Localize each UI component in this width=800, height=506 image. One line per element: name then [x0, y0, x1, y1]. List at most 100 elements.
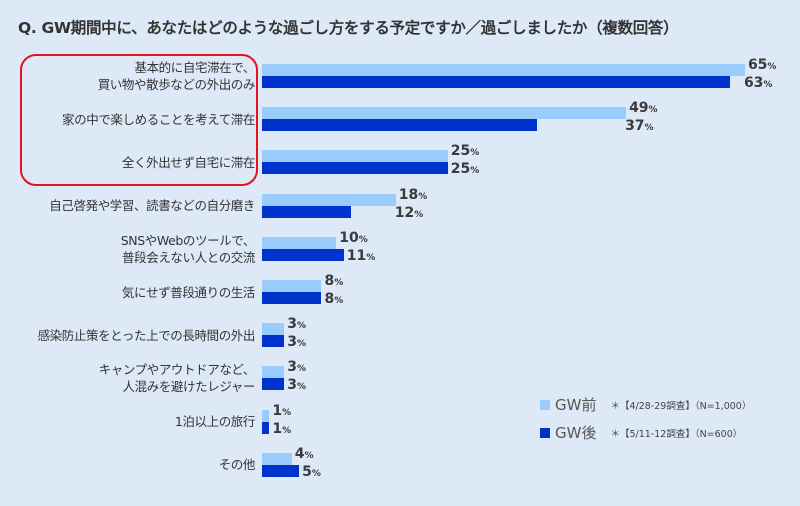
value-label-before: 18% [399, 188, 428, 204]
value-label-before: 3% [287, 317, 306, 333]
percent-sign: % [648, 105, 658, 116]
value-label-before: 25% [451, 144, 480, 160]
value-number: 3 [287, 334, 298, 351]
bar-after [262, 378, 285, 391]
value-number: 3 [287, 359, 298, 376]
bar-after [262, 248, 344, 261]
value-number: 3 [287, 377, 298, 394]
bar-after [262, 162, 448, 175]
bar-after [262, 205, 352, 218]
chart-row: キャンプやアウトドアなど、 人混みを避けたレジャー 3% 3% [0, 360, 800, 409]
value-number: 8 [324, 273, 335, 289]
percent-sign: % [334, 278, 344, 288]
value-number: 1 [272, 402, 283, 419]
value-label-before: 10% [339, 231, 368, 247]
legend-note-before: ＊【4/28-29調査】（N=1,000） [610, 400, 752, 412]
bar-before [262, 64, 745, 76]
legend-item-after: GW後 ＊【5/11-12調査】（N=600） [540, 422, 742, 443]
category-label: その他 [5, 456, 256, 473]
value-label-after: 3% [287, 378, 306, 394]
bar-after [262, 76, 731, 88]
percent-sign: % [282, 407, 292, 418]
category-label: 感染防止策をとった上での長時間の外出 [5, 327, 256, 344]
chart-row: 1泊以上の旅行 1% 1% [0, 404, 800, 453]
legend-swatch-after [540, 427, 550, 438]
legend-item-before: GW前 ＊【4/28-29調査】（N=1,000） [540, 394, 751, 415]
chart-row: 気にせず普段通りの生活 8% 8% [0, 274, 800, 323]
category-label: 全く外出せず自宅に滞在 [5, 154, 256, 171]
category-label-line: 1泊以上の旅行 [174, 414, 256, 430]
percent-sign: % [334, 296, 344, 306]
value-label-before: 8% [324, 274, 343, 290]
category-label-line: 家の中で楽しめることを考えて滞在 [62, 111, 255, 127]
value-label-before: 65% [748, 58, 777, 74]
bar-after [262, 464, 300, 477]
percent-sign: % [763, 80, 773, 90]
value-label-after: 25% [451, 162, 480, 178]
highlight-box [20, 54, 258, 186]
category-label-line: SNSやWebのツールで、 [120, 232, 256, 248]
value-number: 5 [302, 463, 312, 480]
bar-before [262, 150, 448, 163]
category-label-line: 買い物や散歩などの外出のみ [97, 77, 256, 92]
value-label-before: 1% [272, 404, 291, 420]
bar-before [262, 323, 285, 336]
percent-sign: % [767, 62, 777, 72]
percent-sign: % [644, 123, 654, 134]
value-number: 11 [346, 247, 367, 264]
percent-sign: % [297, 364, 307, 375]
legend-note-after: ＊【5/11-12調査】（N=600） [610, 428, 743, 440]
value-label-before: 4% [295, 447, 314, 463]
percent-sign: % [311, 468, 321, 479]
category-label-line: 基本的に自宅滞在で、 [134, 60, 255, 75]
category-label: 自己啓発や学習、読書などの自分磨き [5, 197, 255, 214]
bar-before [262, 280, 322, 292]
percent-sign: % [470, 166, 480, 177]
category-label: 1泊以上の旅行 [5, 413, 256, 430]
category-label: キャンプやアウトドアなど、 人混みを避けたレジャー [5, 361, 256, 395]
legend-swatch-before [540, 399, 550, 410]
bar-before [262, 236, 337, 249]
value-label-before: 49% [629, 101, 658, 117]
category-label-line: 自己啓発や学習、読書などの自分磨き [49, 198, 255, 214]
category-label-line: その他 [218, 457, 256, 473]
legend-label-after: GW後 [555, 424, 597, 442]
chart-row: その他 4% 5% [0, 447, 800, 496]
category-label-line: 普段会えない人との交流 [122, 249, 255, 265]
category-label-line: 感染防止策をとった上での長時間の外出 [37, 327, 256, 343]
value-number: 37 [625, 118, 645, 135]
chart-row: 感染防止策をとった上での長時間の外出 3% 3% [0, 317, 800, 366]
value-label-after: 5% [302, 465, 321, 481]
value-label-after: 37% [625, 119, 654, 135]
bar-after [262, 292, 322, 304]
value-number: 4 [294, 445, 305, 462]
category-label: SNSやWebのツールで、 普段会えない人との交流 [5, 232, 256, 266]
chart-row: 家の中で楽しめることを考えて滞在 49% 37% [0, 101, 800, 150]
value-label-after: 12% [395, 206, 424, 222]
category-label-line: キャンプやアウトドアなど、 [98, 362, 256, 378]
percent-sign: % [282, 425, 292, 436]
value-number: 1 [272, 420, 283, 437]
value-label-before: 3% [287, 360, 306, 376]
percent-sign: % [304, 450, 314, 461]
percent-sign: % [297, 382, 307, 393]
value-label-after: 11% [347, 249, 376, 265]
value-label-after: 3% [287, 335, 306, 351]
value-number: 12 [394, 204, 415, 221]
bar-before [262, 409, 270, 422]
percent-sign: % [358, 234, 368, 245]
value-label-after: 8% [324, 292, 343, 308]
legend-label-before: GW前 [555, 396, 597, 414]
value-number: 25 [450, 161, 471, 178]
bar-before [262, 366, 285, 379]
category-label-line: 全く外出せず自宅に滞在 [121, 154, 256, 170]
category-label: 気にせず普段通りの生活 [5, 284, 256, 301]
bar-before [262, 452, 292, 465]
category-label: 家の中で楽しめることを考えて滞在 [5, 111, 255, 128]
percent-sign: % [366, 252, 376, 263]
bar-after [262, 335, 285, 348]
value-number: 25 [450, 143, 471, 160]
category-label-line: 人混みを避けたレジャー [122, 379, 256, 395]
bar-after [262, 421, 270, 434]
value-number: 8 [324, 291, 335, 307]
